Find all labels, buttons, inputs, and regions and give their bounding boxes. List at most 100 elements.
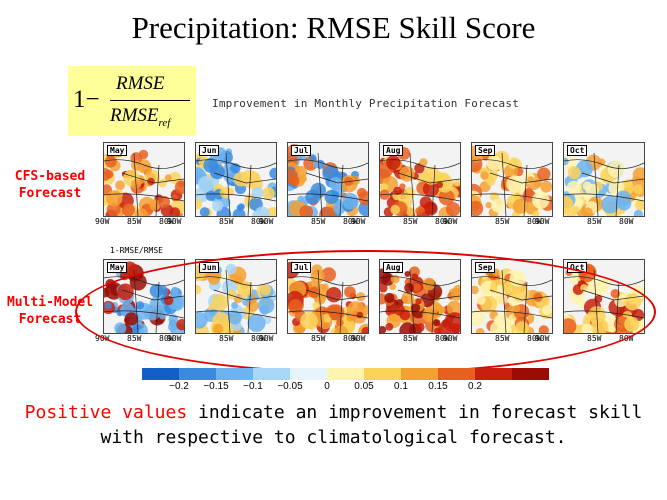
axis-label: 90W	[535, 217, 550, 226]
legend-swatch	[401, 368, 438, 380]
field-blob	[532, 210, 540, 216]
precip-field	[196, 147, 276, 216]
field-blob	[512, 198, 528, 214]
row-label-cfs-text: CFS-based Forecast	[14, 169, 86, 201]
field-blob	[342, 193, 359, 210]
precip-field	[104, 144, 184, 216]
field-blob	[540, 180, 552, 193]
boundary-line	[564, 193, 644, 202]
field-blob	[309, 154, 317, 162]
boundary-line	[615, 164, 620, 216]
field-blob	[288, 175, 300, 187]
field-blob	[615, 190, 632, 207]
field-blob	[329, 177, 343, 191]
boundary-line	[409, 152, 415, 216]
axis-label: 80W	[435, 217, 450, 226]
boundary-line	[225, 152, 231, 216]
precip-field	[472, 145, 552, 216]
boundary-line	[472, 193, 552, 202]
legend-tick-label: −0.05	[277, 381, 303, 392]
field-blob	[297, 195, 304, 203]
axis-label: 80W	[527, 217, 542, 226]
field-blob	[635, 199, 644, 211]
field-blob	[319, 206, 337, 216]
month-label: May	[107, 262, 128, 273]
field-blob	[299, 205, 313, 216]
legend-swatch	[475, 368, 512, 380]
boundary-line	[339, 164, 344, 216]
legend-swatch	[438, 368, 475, 380]
month-label: Jul	[291, 145, 312, 156]
skill-score-formula: 1− RMSE RMSEref	[68, 66, 196, 136]
field-blob	[632, 167, 644, 183]
axis-label: 80W	[251, 217, 266, 226]
field-blob	[607, 160, 625, 178]
axis-label: 90W	[167, 217, 182, 226]
field-blob	[199, 207, 210, 216]
map-panel-cfs-sep: Sep	[471, 142, 553, 217]
boundary-line	[104, 193, 184, 202]
axis-label: 80W	[343, 217, 358, 226]
field-blob	[422, 181, 439, 197]
legend-tick-label: 0.2	[468, 381, 482, 392]
axis-label: 90W	[351, 217, 366, 226]
boundary-line	[489, 172, 552, 184]
boundary-line	[155, 164, 160, 216]
row-label-mm: Multi-Model Forecast	[0, 294, 100, 328]
field-blob	[147, 177, 155, 186]
legend-swatch	[364, 368, 401, 380]
field-blob	[269, 167, 276, 180]
axis-label: 80W	[159, 217, 174, 226]
precip-field	[564, 147, 644, 216]
footer-highlight: Positive values	[24, 402, 188, 423]
subtitle: Improvement in Monthly Precipitation For…	[212, 97, 520, 110]
field-blob	[104, 155, 117, 168]
axis-label: 85W	[587, 217, 602, 226]
slide-title: Precipitation: RMSE Skill Score	[131, 10, 536, 45]
mm-small-label: 1-RMSE/RMSE	[110, 246, 163, 255]
field-blob	[472, 200, 484, 216]
boundary-line	[380, 159, 460, 169]
field-blob	[537, 167, 551, 181]
field-blob	[405, 206, 416, 216]
field-blob	[106, 190, 123, 207]
field-blob	[251, 186, 264, 199]
axis-label: 90W	[95, 217, 110, 226]
field-blob	[254, 206, 270, 216]
field-blob	[399, 183, 406, 190]
field-blob	[566, 180, 581, 195]
field-blob	[564, 157, 569, 166]
axis-label: 90W	[259, 217, 274, 226]
field-blob	[158, 195, 171, 208]
boundary-line	[196, 159, 276, 169]
boundary-line	[472, 159, 552, 169]
legend-tick-label: −0.1	[243, 381, 263, 392]
field-blob	[485, 202, 492, 209]
field-blob	[534, 180, 541, 188]
legend-tick-label: 0.1	[394, 381, 408, 392]
field-blob	[164, 174, 172, 182]
field-blob	[445, 202, 460, 216]
precip-field	[288, 144, 368, 216]
axis-label: 85W	[495, 217, 510, 226]
field-blob	[104, 169, 114, 179]
field-blob	[567, 166, 581, 180]
legend-tick-label: 0.05	[354, 381, 374, 392]
field-blob	[168, 172, 181, 184]
field-blob	[177, 181, 184, 188]
field-blob	[506, 175, 524, 193]
boundary-line	[523, 164, 528, 216]
boundary-line	[581, 172, 644, 184]
field-blob	[212, 200, 224, 212]
field-blob	[198, 176, 214, 192]
map-panel-cfs-may: May	[103, 142, 185, 217]
field-blob	[262, 187, 275, 200]
field-blob	[438, 189, 455, 206]
boundary-line	[380, 193, 460, 202]
month-label: Aug	[383, 145, 404, 156]
field-blob	[115, 180, 125, 191]
field-blob	[480, 171, 489, 180]
field-blob	[356, 187, 367, 198]
field-blob	[121, 203, 135, 216]
footer-line-2: with respective to climatological foreca…	[100, 427, 567, 448]
